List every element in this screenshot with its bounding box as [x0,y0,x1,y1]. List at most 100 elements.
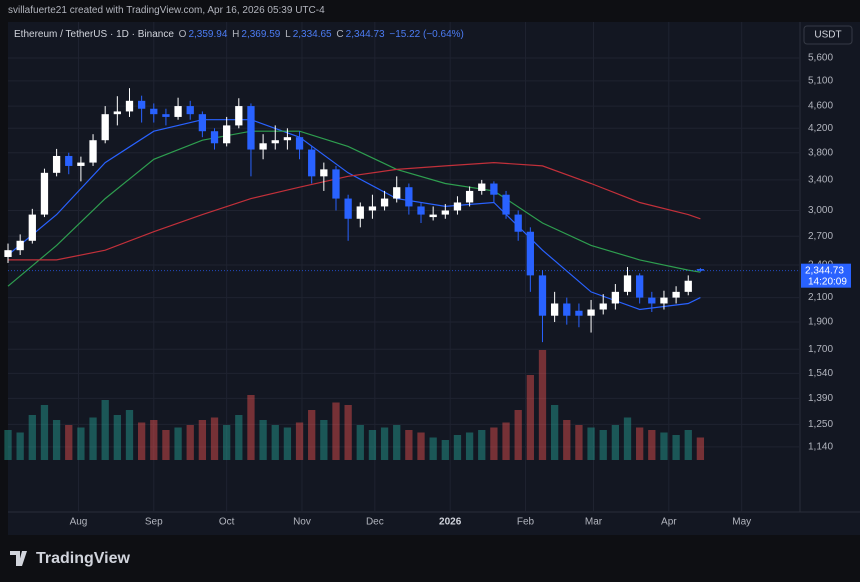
volume-bar [405,430,413,460]
currency-box[interactable] [803,25,853,45]
candle-body [478,183,486,191]
candle-body [101,114,109,141]
volume-bar [538,350,547,460]
l-label: L [285,29,291,40]
volume-bar [672,435,680,460]
moving-average [7,130,701,287]
price-tag-value: 2,344.73 [805,265,844,276]
candle-body [538,275,547,316]
candle-body [563,303,571,316]
volume-bar [137,422,146,460]
volume-bar [65,425,73,460]
candle-body [417,206,425,215]
candle-body [174,106,182,117]
y-tick-label: 1,700 [808,344,833,355]
y-tick-label: 1,140 [808,441,833,452]
y-tick-label: 1,390 [808,393,833,404]
candle-body [40,172,49,215]
candle-body [660,297,668,304]
volume-bar [271,425,279,460]
volume-bar [52,420,61,460]
candle-body [198,114,207,132]
volume-bar [210,417,219,460]
price-tag [801,263,851,288]
volume-bar [648,430,656,460]
candle-body [550,303,559,316]
candle-body [137,100,146,109]
volume-bar [417,432,425,460]
volume-bar [368,430,377,460]
volume-bar [125,410,134,460]
candle-body [235,106,243,126]
candle-body [623,275,632,292]
candle-body [587,309,595,316]
y-tick-label: 4,200 [808,123,833,134]
x-tick-label: Apr [661,517,677,528]
volume-bar [502,422,510,460]
volume-bar [332,402,340,460]
volume-bar [587,427,595,460]
volume-bar [550,405,559,460]
volume-bar [174,427,182,460]
candle-body [490,183,498,195]
volume-bar [490,427,498,460]
volume-bar [40,405,49,460]
candle-body [441,210,449,215]
x-tick-label: 2026 [439,517,462,528]
h-label: H [232,29,240,40]
candle-body [77,162,85,166]
o-label: O [178,29,187,40]
volume-bar [77,427,85,460]
candle-body [308,149,316,177]
candle-body [502,194,510,215]
candle-body [162,114,170,117]
volume-bar [429,437,437,460]
logo: TradingView [10,550,131,567]
candle-body [575,310,583,316]
x-tick-label: Aug [70,517,88,528]
volume-bar [162,430,170,460]
x-tick-label: Mar [585,517,603,528]
countdown: 14:20:09 [808,276,847,287]
volume-bar [599,430,607,460]
volume-bar [478,430,486,460]
volume-bar [393,425,401,460]
volume-bar [259,420,267,460]
y-tick-label: 3,400 [808,175,833,186]
volume-bar [295,422,304,460]
y-tick-label: 1,540 [808,368,833,379]
candle-body [465,190,474,203]
candle-body [4,250,12,257]
candle-body [672,291,680,298]
volume-bar [696,437,705,460]
x-tick-label: May [732,517,751,528]
volume-bar [575,425,583,460]
candle-body [320,169,328,177]
candle-body [89,140,97,163]
volume-bar [223,425,231,460]
volume-bar [283,427,292,460]
volume-bar [247,395,255,460]
volume-bar [453,435,462,460]
y-tick-label: 1,900 [808,317,833,328]
moving-average [8,161,701,261]
candle-body [380,198,389,207]
volume-bar [380,427,389,460]
y-tick-label: 3,000 [808,205,833,216]
candle-body [332,169,340,199]
o-value: 2,359.94 [188,29,228,40]
candle-body [223,125,231,144]
grid [8,22,800,512]
currency: USDT [814,30,841,41]
candle-body [52,155,61,173]
volume-bar [344,405,352,460]
symbol: Ethereum / TetherUS · 1D · Binance [14,29,174,40]
volume-bar [514,410,522,460]
volume-bar [660,432,668,460]
volume-bar [235,415,243,460]
candle-body [636,275,644,298]
y-tick-label: 4,600 [808,101,833,112]
candle-body [16,240,24,251]
candle-body [648,297,656,304]
axes: 1,1401,2501,3901,5401,7001,9002,1002,400… [8,53,851,528]
